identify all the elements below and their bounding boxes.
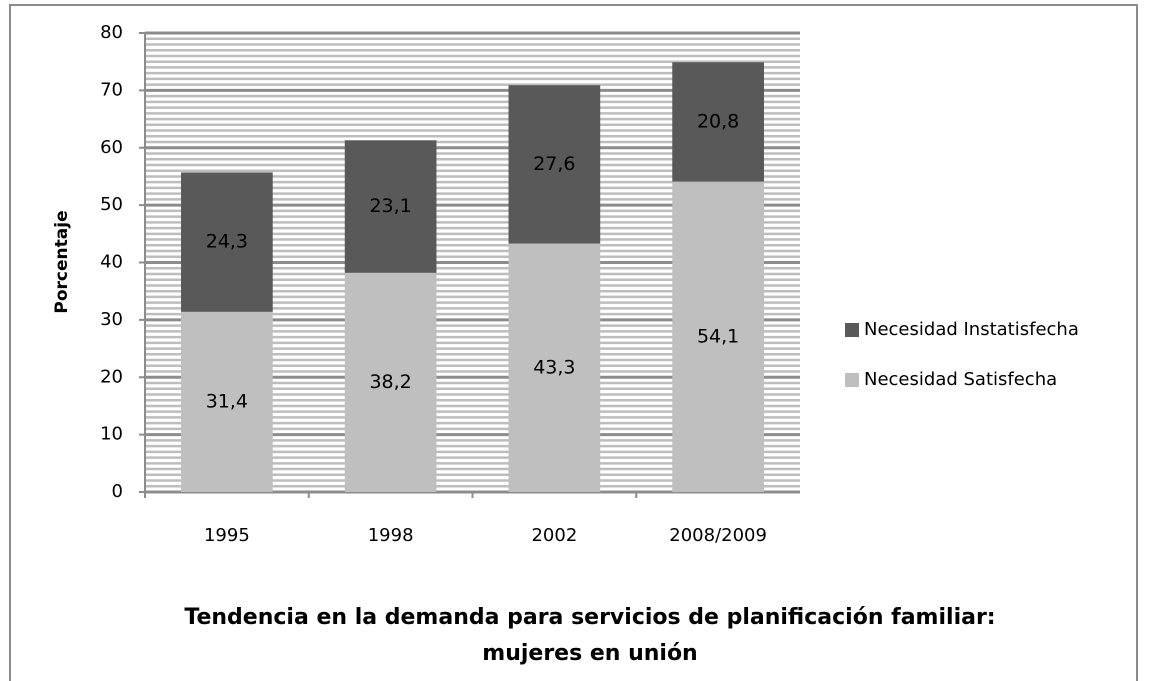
data-label: 38,2 xyxy=(369,371,411,393)
legend-label: Necesidad Instatisfecha xyxy=(864,319,1079,340)
bar-segment xyxy=(181,311,273,492)
y-tick-label: 20 xyxy=(100,366,123,387)
data-label: 24,3 xyxy=(206,231,248,253)
bar-segment xyxy=(672,62,764,182)
legend-swatch xyxy=(845,323,859,337)
y-tick-label: 80 xyxy=(100,22,123,43)
x-tick-label: 1998 xyxy=(368,525,414,546)
legend-swatch xyxy=(845,373,859,387)
bar-segment xyxy=(181,172,273,312)
chart-title: mujeres en unión xyxy=(482,641,697,666)
data-label: 23,1 xyxy=(369,195,411,217)
y-tick-label: 40 xyxy=(100,252,123,273)
data-label: 54,1 xyxy=(697,325,739,347)
y-tick-label: 30 xyxy=(100,309,123,330)
legend-label: Necesidad Satisfecha xyxy=(864,369,1057,390)
chart-title: Tendencia en la demanda para servicios d… xyxy=(184,605,995,630)
y-axis-label: Porcentaje xyxy=(52,210,72,313)
data-label: 27,6 xyxy=(533,153,575,175)
bar-segment xyxy=(344,140,437,273)
y-tick-label: 70 xyxy=(100,79,123,100)
y-tick-label: 60 xyxy=(100,137,123,158)
bar-segment xyxy=(508,243,601,492)
bar-segment xyxy=(344,272,437,492)
bar-segment xyxy=(508,85,601,244)
data-label: 43,3 xyxy=(533,356,575,378)
x-tick-label: 2008/2009 xyxy=(669,525,767,546)
y-tick-label: 10 xyxy=(100,424,123,445)
y-tick-label: 50 xyxy=(100,194,123,215)
y-tick-label: 0 xyxy=(112,481,123,502)
x-tick-label: 2002 xyxy=(531,525,577,546)
bar-segment xyxy=(672,181,764,492)
x-tick-label: 1995 xyxy=(204,525,250,546)
data-label: 31,4 xyxy=(206,390,248,412)
data-label: 20,8 xyxy=(697,110,739,132)
